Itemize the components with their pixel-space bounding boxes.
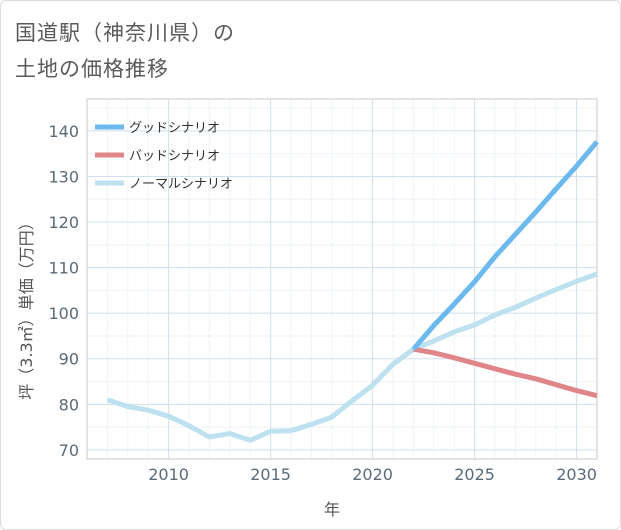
y-tick-label: 110 xyxy=(48,259,79,278)
chart-title-line-1: 国道駅（神奈川県）の xyxy=(15,21,235,45)
x-tick-label: 2015 xyxy=(250,465,291,484)
y-tick-label: 100 xyxy=(48,304,79,323)
y-tick-label: 70 xyxy=(59,441,79,460)
series-line-bad xyxy=(412,346,598,399)
y-tick-label: 120 xyxy=(48,213,79,232)
legend-label-good: グッドシナリオ xyxy=(129,121,220,136)
x-tick-label: 2025 xyxy=(454,465,495,484)
legend-label-normal: ノーマルシナリオ xyxy=(129,177,233,192)
y-tick-label: 140 xyxy=(48,122,79,141)
x-axis-label: 年 xyxy=(324,500,340,519)
chart-title: 国道駅（神奈川県）の 土地の価格推移 xyxy=(15,15,235,87)
y-tick-label: 130 xyxy=(48,167,79,186)
legend-label-bad: バッドシナリオ xyxy=(129,149,220,164)
y-tick-label: 90 xyxy=(59,350,79,369)
x-tick-label: 2020 xyxy=(352,465,393,484)
chart-title-line-2: 土地の価格推移 xyxy=(15,57,169,81)
axis-tick-labels: 2010 2015 2020 2025 2030 70 80 90 100 110 120 130 14… xyxy=(48,122,597,484)
x-tick-label: 2030 xyxy=(556,465,597,484)
y-tick-label: 80 xyxy=(59,395,79,414)
plot-frame xyxy=(86,98,598,460)
series-line-good xyxy=(411,140,599,351)
y-axis-label: 坪（3.3㎡）単価（万円） xyxy=(17,214,36,399)
series-lines xyxy=(106,140,599,443)
grid-lines xyxy=(86,99,598,459)
x-tick-label: 2010 xyxy=(148,465,189,484)
series-line-normal xyxy=(106,271,598,443)
